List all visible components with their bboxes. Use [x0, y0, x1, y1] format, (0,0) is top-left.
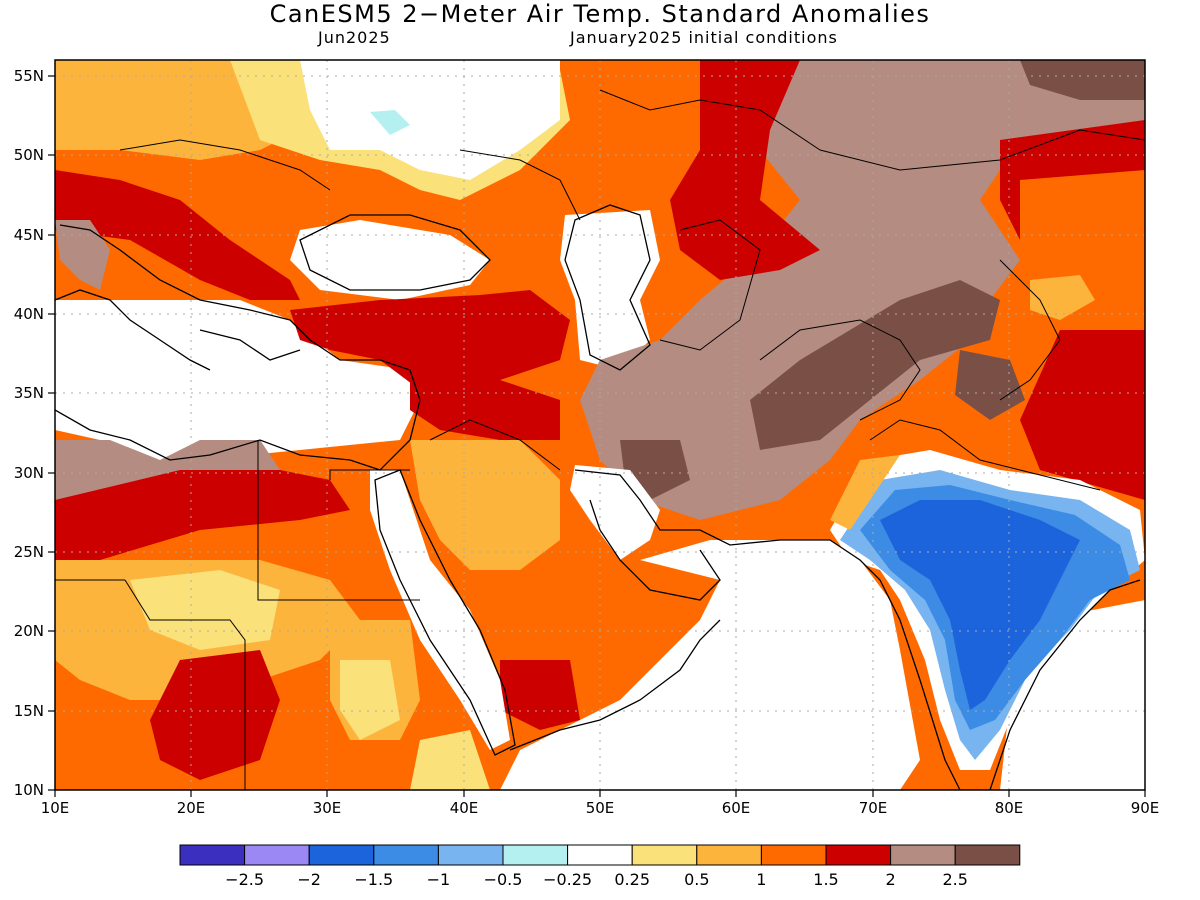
colorbar-label: 0.5 — [684, 870, 709, 889]
coastlines — [55, 204, 1141, 790]
forecast-month: Jun2025 — [318, 28, 391, 47]
tick-marks — [48, 75, 1146, 797]
lat-tick: 55N — [14, 67, 44, 85]
sudan-mild — [340, 660, 400, 740]
cool-spot — [370, 110, 410, 135]
colorbar-label: −1.5 — [354, 870, 393, 889]
arabian-sea — [500, 540, 920, 790]
colorbar-label: −1 — [427, 870, 451, 889]
balkans-hot — [55, 170, 300, 300]
chad-mild — [130, 570, 280, 650]
lat-tick: 40N — [14, 305, 44, 323]
central-asia-anomaly — [580, 60, 1145, 520]
mongolia-extreme — [1020, 60, 1145, 100]
persian-gulf — [570, 465, 660, 560]
colorbar-label: −2.5 — [225, 870, 264, 889]
lat-tick: 10N — [14, 781, 44, 799]
colorbar-label: 1.5 — [813, 870, 838, 889]
lon-tick: 50E — [586, 799, 615, 817]
lat-tick: 15N — [14, 702, 44, 720]
colorbar-swatch — [567, 844, 633, 866]
lon-tick: 40E — [450, 799, 479, 817]
afghanistan-extreme — [750, 280, 1000, 450]
lat-tick: 20N — [14, 622, 44, 640]
ukraine-neutral — [300, 60, 560, 180]
map-title: CanESM5 2−Meter Air Temp. Standard Anoma… — [269, 0, 931, 28]
east-tibet-hot — [1020, 330, 1145, 500]
lat-tick: 35N — [14, 384, 44, 402]
kazakhstan-hot — [670, 60, 820, 280]
colorbar-label: −0.5 — [484, 870, 523, 889]
colorbar-swatch — [954, 844, 1021, 866]
lon-tick: 70E — [859, 799, 888, 817]
colorbar: −2.5 −2 −1.5 −1 −0.5 −0.25 0.25 0.5 1 1.5 2 2.5 — [179, 844, 1021, 889]
lon-axis: 10E 20E 30E 40E 50E 60E 70E 80E 90E — [41, 799, 1160, 817]
lon-tick: 10E — [41, 799, 70, 817]
colorbar-swatch — [825, 844, 892, 866]
colorbar-swatch — [179, 844, 246, 866]
levant-hot — [410, 360, 560, 440]
lon-tick: 60E — [722, 799, 751, 817]
turkey-hot — [290, 290, 570, 390]
borders — [55, 89, 1145, 790]
colorbar-label: 2 — [886, 870, 896, 889]
lon-tick: 80E — [995, 799, 1024, 817]
mediterranean-sea — [55, 300, 420, 460]
initial-conditions: January2025 initial conditions — [570, 28, 838, 47]
colorbar-label: −2 — [297, 870, 321, 889]
colorbar-swatch — [308, 844, 375, 866]
lat-tick: 30N — [14, 464, 44, 482]
yemen-hot — [500, 660, 580, 730]
colorbar-label: 0.25 — [614, 870, 650, 889]
colorbar-swatch — [437, 844, 504, 866]
colorbar-swatch — [696, 844, 762, 866]
colorbar-label: −0.25 — [543, 870, 592, 889]
lon-tick: 30E — [313, 799, 342, 817]
red-sea — [370, 470, 510, 750]
china-mild — [1030, 275, 1095, 320]
lon-tick: 90E — [1131, 799, 1160, 817]
sahara-hot — [55, 470, 350, 580]
colorbar-swatch — [890, 844, 956, 866]
colorbar-swatch — [631, 844, 698, 866]
lat-tick: 25N — [14, 543, 44, 561]
colorbar-swatch — [373, 844, 439, 866]
black-sea — [290, 220, 490, 300]
india-coldest — [880, 500, 1080, 710]
lat-tick: 50N — [14, 146, 44, 164]
india-border-mild — [830, 455, 900, 530]
colorbar-swatch — [244, 844, 310, 866]
colorbar-label: 1 — [756, 870, 766, 889]
cameroon-hot — [150, 650, 280, 780]
colorbar-swatch — [760, 844, 827, 866]
lon-tick: 20E — [177, 799, 206, 817]
anomaly-field — [55, 60, 1145, 790]
colorbar-label: 2.5 — [942, 870, 967, 889]
italy-anomaly — [55, 220, 110, 290]
colorbar-swatch — [502, 844, 569, 866]
lat-tick: 45N — [14, 226, 44, 244]
ethiopia-mild — [410, 730, 490, 790]
tibet-extreme — [955, 350, 1025, 420]
lat-axis: 10N 15N 20N 25N 30N 35N 40N 45N 50N 55N — [14, 67, 44, 799]
